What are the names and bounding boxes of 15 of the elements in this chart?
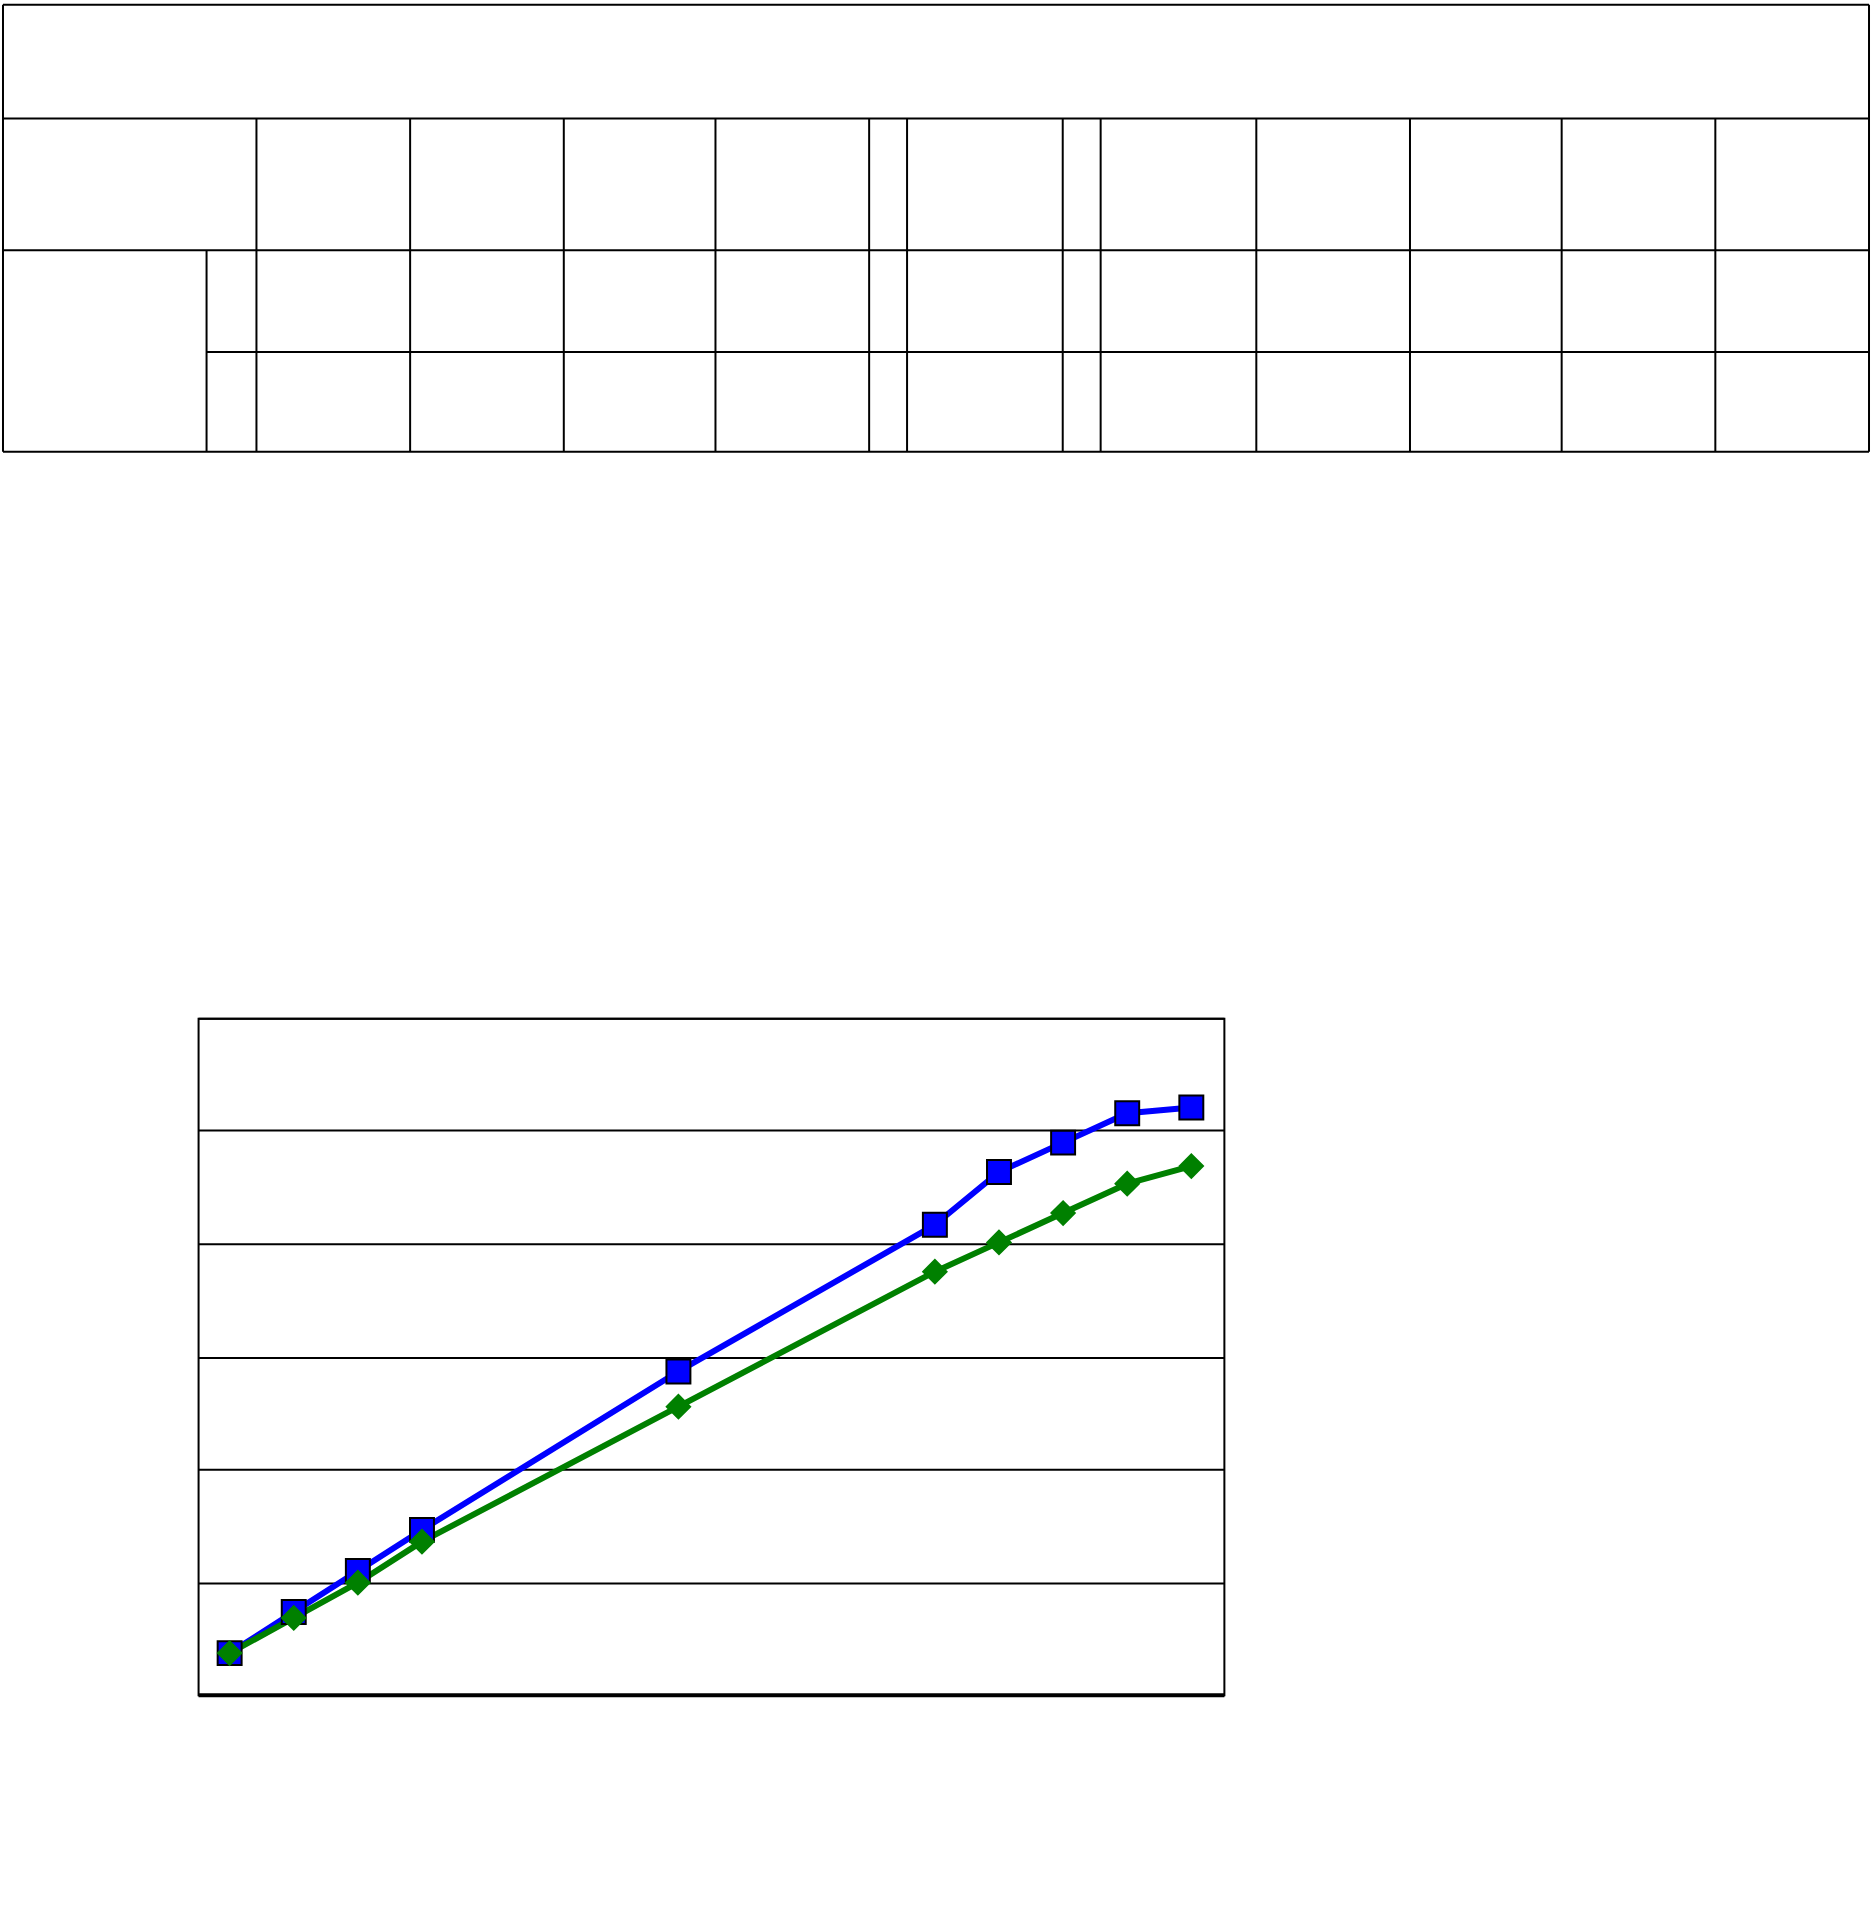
point — [1178, 1094, 1205, 1121]
point — [345, 1570, 371, 1596]
point — [281, 1605, 307, 1631]
point — [665, 1358, 692, 1385]
point — [986, 1158, 1012, 1185]
point — [986, 1229, 1012, 1256]
point — [1178, 1153, 1205, 1179]
point — [1114, 1100, 1141, 1127]
point — [1114, 1171, 1140, 1197]
point — [409, 1528, 435, 1555]
point — [665, 1393, 692, 1420]
point — [1050, 1129, 1077, 1156]
point — [1050, 1200, 1076, 1226]
point — [922, 1259, 948, 1285]
point — [921, 1211, 948, 1238]
